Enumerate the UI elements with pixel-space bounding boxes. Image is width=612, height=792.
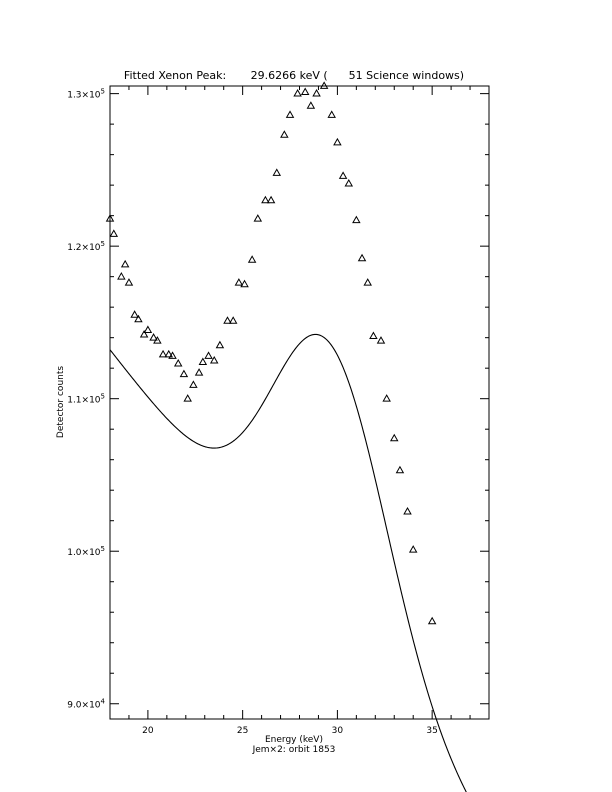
fit-curve [109, 333, 467, 792]
data-point [306, 101, 316, 109]
data-point [312, 89, 321, 97]
data-point [179, 369, 189, 378]
data-point [357, 253, 367, 262]
data-point [164, 349, 174, 358]
data-point [319, 81, 329, 89]
data-point [261, 195, 270, 204]
data-point [266, 195, 276, 204]
data-point [228, 316, 238, 324]
data-point [285, 110, 295, 118]
data-point [293, 89, 302, 97]
y-tick-label: 1.1×105 [67, 393, 105, 406]
data-points [105, 81, 437, 625]
axis-ticks [109, 86, 490, 719]
data-point [105, 214, 115, 222]
data-point [395, 465, 405, 474]
data-point [403, 506, 412, 515]
data-point [204, 351, 213, 359]
x-tick-label: 30 [332, 726, 344, 736]
data-point [134, 314, 143, 323]
data-point [272, 168, 282, 176]
y-tick-labels: 9.0×104 1.0×105 1.1×105 1.2×105 1.3×105 [67, 88, 105, 711]
y-tick-label: 1.0×105 [67, 545, 105, 558]
y-tick-label: 1.3×105 [67, 88, 105, 101]
data-point [183, 394, 192, 402]
data-point [363, 278, 372, 286]
x-tick-labels: 20 25 30 35 [142, 726, 438, 736]
x-tick-label: 35 [426, 726, 437, 736]
chart-title: Fitted Xenon Peak: 29.6266 keV ( 51 Scie… [124, 69, 464, 82]
data-point [408, 545, 418, 553]
x-tick-label: 20 [142, 726, 154, 736]
data-point [120, 259, 130, 268]
data-point [209, 355, 219, 364]
data-point [173, 358, 183, 367]
data-point [223, 316, 232, 324]
y-tick-label: 9.0×104 [67, 698, 105, 711]
data-point [139, 330, 149, 338]
data-point [109, 229, 119, 237]
data-point [215, 340, 225, 349]
data-point [376, 336, 386, 344]
data-point [427, 616, 437, 625]
data-point [338, 171, 348, 179]
chart-caption: Jem×2: orbit 1853 [252, 745, 336, 755]
data-point [327, 110, 336, 118]
data-point [280, 130, 289, 138]
data-point [253, 214, 263, 222]
x-axis-label: Energy (keV) [265, 735, 323, 745]
data-point [117, 272, 126, 280]
data-point [300, 87, 310, 96]
data-point [234, 278, 244, 286]
data-point [153, 336, 162, 344]
data-point [352, 215, 361, 224]
data-point [143, 325, 153, 333]
data-point [168, 351, 177, 359]
data-point [130, 310, 139, 318]
data-point [333, 137, 342, 146]
data-point [247, 255, 257, 263]
data-point [382, 394, 391, 402]
data-point [344, 179, 354, 187]
data-point [389, 433, 399, 442]
data-point [149, 333, 158, 341]
data-point [240, 279, 249, 288]
data-point [194, 368, 204, 376]
y-tick-label: 1.2×105 [67, 240, 105, 253]
y-axis-label: Detector counts [56, 366, 66, 438]
data-point [198, 357, 208, 365]
x-tick-label: 25 [237, 726, 248, 736]
data-point [189, 380, 198, 388]
data-point [369, 331, 378, 340]
data-point [124, 278, 134, 286]
data-point [158, 349, 168, 358]
